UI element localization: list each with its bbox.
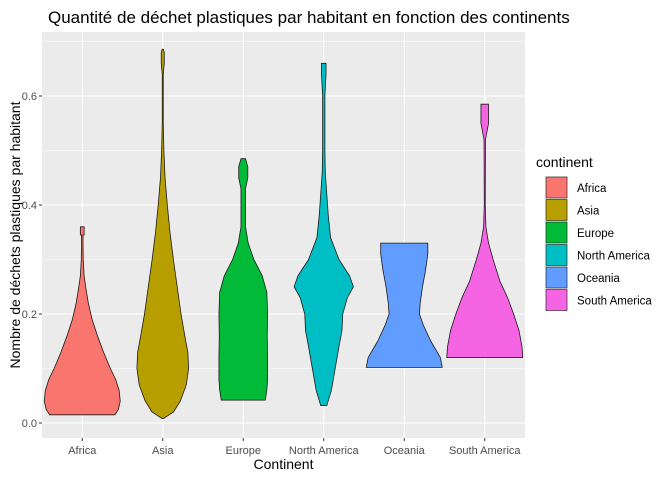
x-tick-label: Europe — [226, 445, 261, 457]
legend-label: Africa — [577, 183, 607, 195]
x-tick-label: Asia — [152, 445, 174, 457]
legend-label: Europe — [577, 228, 614, 240]
violin-asia — [136, 48, 189, 420]
x-axis: Africa Asia Europe North America Oceania Sout… — [68, 438, 521, 457]
y-tick-label: 0.0 — [22, 418, 37, 430]
x-tick-label: Oceania — [384, 445, 426, 457]
legend-title: continent — [536, 154, 593, 170]
x-tick-label: North America — [289, 445, 360, 457]
legend-swatch — [545, 244, 568, 266]
legend-swatch — [545, 266, 568, 289]
legend-swatch — [545, 199, 568, 221]
y-tick-label: 0.6 — [22, 91, 37, 103]
violin-north-america — [293, 62, 354, 406]
y-tick-label: 0.4 — [22, 200, 37, 212]
violin-oceania — [365, 242, 443, 368]
x-axis-title: Continent — [254, 456, 314, 472]
plot-panel — [42, 32, 525, 438]
x-tick-label: South America — [449, 445, 521, 457]
violin-europe — [218, 158, 268, 401]
legend-label: Asia — [577, 206, 600, 218]
legend-swatch — [545, 176, 568, 199]
legend-label: South America — [577, 296, 652, 308]
violin-south-america — [446, 103, 524, 358]
chart-title: Quantité de déchet plastiques par habita… — [48, 8, 570, 27]
legend-label: Oceania — [577, 273, 620, 285]
y-tick-label: 0.2 — [22, 309, 37, 321]
violins — [43, 48, 524, 420]
legend-label: North America — [577, 251, 650, 263]
violin-africa — [43, 226, 121, 416]
legend-swatch — [545, 221, 568, 244]
y-axis: 0.0 0.2 0.4 0.6 — [22, 91, 42, 430]
x-tick-label: Africa — [68, 445, 97, 457]
legend: continent Africa Asia Europe North America O… — [536, 154, 652, 312]
y-axis-title: Nombre de déchets plastiques par habitan… — [7, 101, 23, 368]
legend-swatch — [545, 289, 568, 311]
